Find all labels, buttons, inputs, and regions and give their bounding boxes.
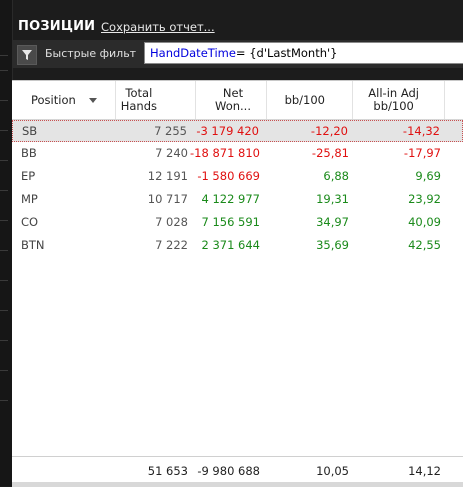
cell-allin-adj: 42,55 xyxy=(408,238,441,252)
column-header-label: Total Hands xyxy=(121,87,157,113)
table-row[interactable]: EP 12 191 -1 580 669 6,88 9,69 xyxy=(12,166,463,188)
header-line: bb/100 xyxy=(373,99,414,113)
header-line: Total xyxy=(125,86,153,100)
cell-position: BTN xyxy=(21,238,45,252)
strip-tick xyxy=(0,70,8,71)
cell-position: SB xyxy=(22,124,38,138)
column-header-label: bb/100 xyxy=(284,92,325,107)
panel-title: ПОЗИЦИИ xyxy=(18,19,96,34)
positions-grid: Position Total Hands Net Won... bb/100 A… xyxy=(12,80,463,487)
strip-tick xyxy=(0,55,8,56)
cell-net-won: -18 871 810 xyxy=(190,146,260,160)
cell-net-won: -3 179 420 xyxy=(196,124,259,138)
cell-bb100: 19,31 xyxy=(316,192,349,206)
cell-net-won: 2 371 644 xyxy=(201,238,260,252)
quick-filter-bar: Быстрые фильт HandDateTime= {d'LastMonth… xyxy=(12,40,463,68)
strip-tick xyxy=(0,400,8,401)
strip-tick xyxy=(0,280,8,281)
table-row[interactable]: SB 7 255 -3 179 420 -12,20 -14,32 xyxy=(12,120,463,142)
cell-total-hands: 7 222 xyxy=(155,238,188,252)
cell-allin-adj: -14,32 xyxy=(402,124,440,138)
header-line: Net xyxy=(222,86,244,100)
filter-button[interactable] xyxy=(17,45,37,65)
cell-total-hands: 7 240 xyxy=(155,146,188,160)
strip-tick xyxy=(0,220,8,221)
table-row[interactable]: BB 7 240 -18 871 810 -25,81 -17,97 xyxy=(12,143,463,165)
panel-header: ПОЗИЦИИ Сохранить отчет... xyxy=(12,12,463,38)
column-header-total-hands[interactable]: Total Hands xyxy=(116,81,196,119)
cell-total-hands: 7 255 xyxy=(154,124,187,138)
column-header-position[interactable]: Position xyxy=(12,81,116,119)
strip-tick xyxy=(0,370,8,371)
strip-tick xyxy=(0,160,8,161)
cell-net-won: 4 122 977 xyxy=(201,192,260,206)
save-report-link[interactable]: Сохранить отчет... xyxy=(101,20,215,34)
cell-bb100: 35,69 xyxy=(316,238,349,252)
header-line: Hands xyxy=(120,99,157,113)
total-net-won: -9 980 688 xyxy=(197,464,260,478)
strip-tick xyxy=(0,340,8,341)
cell-allin-adj: -17,97 xyxy=(403,146,441,160)
header-line: Won... xyxy=(215,99,251,113)
column-header-allin-adj-bb100[interactable]: All-in Adj bb/100 xyxy=(353,81,445,119)
cell-net-won: 7 156 591 xyxy=(201,215,260,229)
cell-bb100: 6,88 xyxy=(323,169,349,183)
query-expression: = {d'LastMonth'} xyxy=(235,46,338,60)
quick-filter-label: Быстрые фильт xyxy=(45,47,137,60)
strip-tick xyxy=(0,250,8,251)
sort-down-icon[interactable] xyxy=(89,98,97,103)
grid-header: Position Total Hands Net Won... bb/100 A… xyxy=(12,81,463,120)
cell-bb100: 34,97 xyxy=(316,215,349,229)
quick-filter-input[interactable]: HandDateTime= {d'LastMonth'} xyxy=(144,42,463,64)
funnel-icon xyxy=(22,50,32,60)
column-header-label: All-in Adj bb/100 xyxy=(368,87,419,113)
column-header-label: Position xyxy=(31,92,76,107)
table-row[interactable]: BTN 7 222 2 371 644 35,69 42,55 xyxy=(12,235,463,257)
cell-allin-adj: 40,09 xyxy=(408,215,441,229)
cell-position: BB xyxy=(21,146,37,160)
query-field-name: HandDateTime xyxy=(150,46,236,60)
cell-position: MP xyxy=(21,192,38,206)
cell-position: EP xyxy=(21,169,36,183)
strip-tick xyxy=(0,100,8,101)
cell-total-hands: 7 028 xyxy=(155,215,188,229)
table-row[interactable]: CO 7 028 7 156 591 34,97 40,09 xyxy=(12,212,463,234)
cell-bb100: -12,20 xyxy=(310,124,348,138)
column-header-label: Net Won... xyxy=(215,87,251,113)
total-allin-adj: 14,12 xyxy=(408,464,441,478)
column-header-bb100[interactable]: bb/100 xyxy=(267,81,353,119)
cell-position: CO xyxy=(21,215,39,229)
horizontal-scrollbar[interactable] xyxy=(12,482,463,487)
cell-allin-adj: 9,69 xyxy=(415,169,441,183)
cell-total-hands: 10 717 xyxy=(147,192,188,206)
total-bb100: 10,05 xyxy=(316,464,349,478)
table-row[interactable]: MP 10 717 4 122 977 19,31 23,92 xyxy=(12,189,463,211)
column-header-net-won[interactable]: Net Won... xyxy=(196,81,267,119)
strip-tick xyxy=(0,130,8,131)
header-line: All-in Adj xyxy=(368,86,419,100)
total-hands: 51 653 xyxy=(147,464,188,478)
strip-tick xyxy=(0,190,8,191)
totals-row: 51 653 -9 980 688 10,05 14,12 xyxy=(12,456,463,487)
strip-tick xyxy=(0,310,8,311)
cell-total-hands: 12 191 xyxy=(147,169,188,183)
cell-net-won: -1 580 669 xyxy=(197,169,260,183)
cell-bb100: -25,81 xyxy=(311,146,349,160)
cell-allin-adj: 23,92 xyxy=(408,192,441,206)
